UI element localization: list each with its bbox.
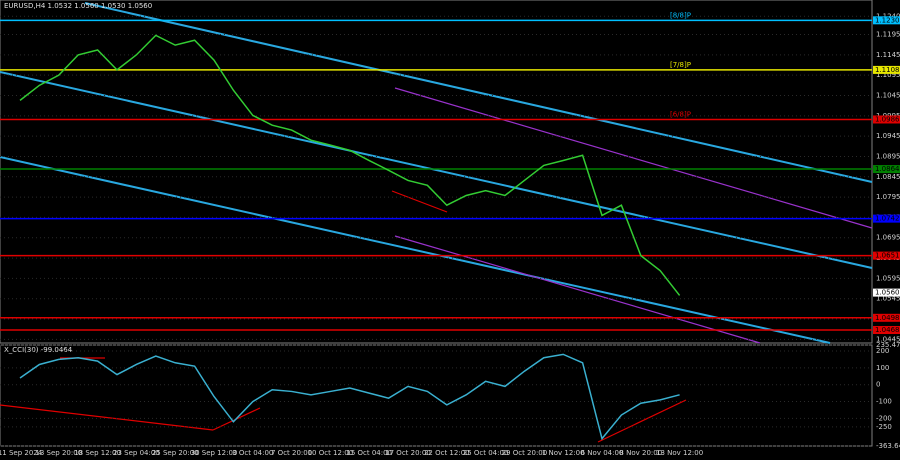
level-label-bg: [873, 214, 900, 223]
x-tick-label: 13 Nov 12:00: [656, 449, 703, 457]
x-tick-label: 30 Sep 12:00: [191, 449, 238, 457]
level-label-bg: [873, 325, 900, 334]
x-tick-label: 7 Oct 20:00: [271, 449, 312, 457]
y-tick-label: 100: [876, 364, 889, 372]
divergence-line: [597, 399, 687, 443]
channel-line: [84, 2, 873, 183]
price-line: [19, 353, 680, 441]
channel-line: [0, 156, 831, 344]
level-label-bg: [873, 65, 900, 74]
y-tick-label: 1.0445: [876, 335, 900, 343]
x-tick-label: 3 Oct 04:00: [232, 449, 273, 457]
x-tick-label: 17 Oct 20:00: [385, 449, 431, 457]
x-tick-label: 29 Oct 20:00: [502, 449, 548, 457]
x-tick-label: 6 Nov 04:00: [581, 449, 624, 457]
x-tick-label: 11 Sep 2024: [0, 449, 43, 457]
level-label: 1.1230: [875, 16, 900, 24]
price-line: [19, 34, 681, 296]
channel-line: [394, 235, 761, 344]
level-tag: [6/8]P: [670, 110, 691, 118]
level-label-bg: [873, 313, 900, 322]
x-tick-label: 18 Sep 12:00: [74, 449, 121, 457]
x-tick-label: 13 Sep 20:00: [35, 449, 82, 457]
indicator-title: X_CCI(30) -99.0464: [4, 346, 73, 354]
level-label-bg: [873, 165, 900, 174]
divergence-line: [391, 190, 448, 213]
y-tick-label: 235.4729: [876, 341, 900, 349]
y-tick-label: 1.1045: [876, 92, 900, 100]
level-label-bg: [873, 251, 900, 260]
y-tick-label: 1.1240: [876, 12, 900, 20]
y-tick-label: 1.0595: [876, 274, 900, 282]
y-tick-label: 1.0695: [876, 234, 900, 242]
channel-line: [394, 87, 873, 229]
y-tick-label: 200: [876, 347, 889, 355]
y-tick-label: 1.0945: [876, 132, 900, 140]
current-price-bg: [873, 288, 900, 297]
drawings: [0, 2, 873, 443]
y-tick-label: 1.1095: [876, 71, 900, 79]
y-tick-label: 0: [876, 381, 880, 389]
current-price: 1.0560: [875, 289, 900, 297]
x-tick-label: 23 Sep 04:00: [113, 449, 160, 457]
price-panel: [0, 0, 873, 344]
level-label: 1.1108: [875, 66, 900, 74]
level-label-bg: [873, 16, 900, 25]
y-tick-label: -250: [876, 423, 892, 431]
cci-panel: [0, 344, 873, 447]
level-label: 1.0864: [875, 165, 900, 173]
level-tag: [8/8]P: [670, 11, 691, 19]
chart-title: EURUSD,H4 1.0532 1.0560 1.0530 1.0560: [4, 2, 152, 10]
y-tick-label: 1.0545: [876, 295, 900, 303]
x-tick-label: 25 Oct 04:00: [463, 449, 509, 457]
level-label-bg: [873, 115, 900, 124]
level-label: 1.0651: [875, 252, 900, 260]
x-tick-label: 10 Oct 12:00: [308, 449, 354, 457]
y-tick-label: -100: [876, 398, 892, 406]
x-tick-label: 22 Oct 12:00: [424, 449, 470, 457]
level-label: 1.0986: [875, 115, 900, 123]
level-label: 1.0468: [875, 326, 900, 334]
y-tick-label: 1.1195: [876, 31, 900, 39]
level-label: 1.0498: [875, 314, 900, 322]
y-tick-label: -363.641: [876, 442, 900, 450]
y-tick-label: -200: [876, 414, 892, 422]
x-tick-label: 8 Nov 20:00: [619, 449, 662, 457]
x-tick-label: 25 Sep 20:00: [152, 449, 199, 457]
y-tick-label: 1.1145: [876, 51, 900, 59]
level-tag: [7/8]P: [670, 61, 691, 69]
y-tick-label: 1.0845: [876, 173, 900, 181]
channel-line: [0, 71, 873, 269]
y-tick-label: 1.0895: [876, 152, 900, 160]
x-tick-label: 15 Oct 04:00: [346, 449, 392, 457]
x-tick-label: 1 Nov 12:00: [542, 449, 585, 457]
divergence-line: [0, 404, 214, 431]
level-label: 1.0742: [875, 215, 900, 223]
y-tick-label: 1.0795: [876, 193, 900, 201]
